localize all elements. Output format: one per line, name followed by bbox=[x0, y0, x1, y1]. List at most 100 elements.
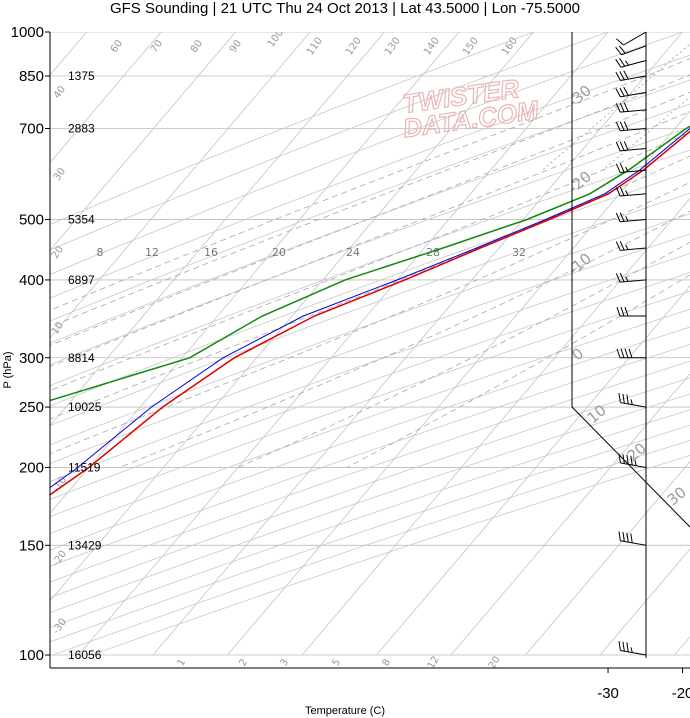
isotherm-line bbox=[599, 548, 690, 656]
isotherm-line bbox=[78, 32, 609, 656]
isotherm-left-label: -20 bbox=[51, 549, 69, 569]
dry-adiabat-line bbox=[50, 103, 690, 344]
wind-barb-flag bbox=[630, 533, 633, 543]
isotherm-left-label: 40 bbox=[52, 84, 68, 101]
wind-barb-flag bbox=[623, 121, 629, 131]
dry-adiabat-line bbox=[50, 213, 690, 446]
moist-adiabat-line bbox=[50, 74, 690, 328]
mixing-ratio-label: 32 bbox=[512, 246, 526, 259]
height-label: 6897 bbox=[68, 273, 95, 287]
isotherm-line bbox=[376, 285, 690, 656]
y-tick-label: 150 bbox=[19, 537, 44, 554]
wind-barb bbox=[615, 163, 647, 173]
wind-barb bbox=[618, 393, 647, 408]
y-tick-label: 100 bbox=[19, 647, 44, 664]
wind-barb bbox=[615, 241, 647, 251]
parcel-trace bbox=[50, 127, 690, 489]
height-label: 11519 bbox=[68, 460, 101, 474]
wind-barb-flag bbox=[619, 45, 626, 54]
dry-adiabat-line bbox=[50, 32, 535, 225]
y-tick-label: 400 bbox=[19, 272, 44, 289]
wind-barb-half-flag bbox=[634, 460, 637, 466]
wind-barb-staff bbox=[620, 649, 647, 656]
isotherm-right-label: -20 bbox=[565, 167, 595, 197]
wind-barb-flag bbox=[626, 394, 629, 405]
moist-adiabat-line bbox=[50, 58, 690, 311]
wind-barb-flag bbox=[622, 532, 625, 542]
dewpoint-trace bbox=[50, 125, 690, 402]
dry-adiabat-line bbox=[50, 377, 690, 598]
chart-right-boundary bbox=[571, 32, 690, 528]
temperature-trace bbox=[50, 130, 690, 496]
wind-barb-flag bbox=[616, 348, 621, 358]
dry-adiabat-label: 110 bbox=[305, 36, 325, 58]
dry-adiabat-line bbox=[50, 290, 690, 518]
wind-barb bbox=[615, 212, 647, 223]
isotherm-line bbox=[50, 32, 88, 76]
wind-barb bbox=[618, 531, 647, 546]
wind-barb-flag bbox=[619, 241, 625, 251]
wind-barb-flag bbox=[618, 393, 621, 403]
isotherm-line bbox=[450, 373, 690, 656]
wind-barb bbox=[615, 141, 647, 152]
wind-barb-half-flag bbox=[625, 244, 629, 250]
mixing-ratio-line bbox=[542, 43, 690, 171]
y-tick-label: 200 bbox=[19, 459, 44, 476]
wind-barb-flag bbox=[616, 38, 624, 46]
wind-barb bbox=[615, 121, 647, 132]
wind-barb-staff bbox=[620, 109, 647, 113]
mixing-ratio-bottom-label: 2 bbox=[237, 657, 250, 668]
wind-barb bbox=[618, 453, 647, 468]
dry-adiabat-line bbox=[50, 79, 690, 322]
height-label: 2883 bbox=[68, 122, 95, 136]
dry-adiabat-line bbox=[50, 171, 690, 407]
chart-title: GFS Sounding | 21 UTC Thu 24 Oct 2013 | … bbox=[110, 0, 580, 17]
wind-barb-flag bbox=[615, 212, 621, 223]
mixing-ratio-label: 28 bbox=[426, 246, 440, 259]
dry-adiabat-label: 60 bbox=[109, 38, 125, 55]
wind-barb-flag bbox=[628, 348, 633, 358]
wind-barb-flag bbox=[619, 186, 625, 196]
wind-barb-flag bbox=[615, 163, 621, 173]
dry-adiabat-label: 100 bbox=[266, 28, 286, 50]
isotherm-left-label: 20 bbox=[50, 244, 66, 261]
dry-adiabat-line bbox=[50, 308, 690, 535]
isotherm-line bbox=[0, 19, 23, 655]
wind-barb-flag bbox=[615, 59, 622, 68]
moist-adiabat-line bbox=[50, 132, 690, 392]
wind-barb-flag bbox=[618, 453, 621, 464]
wind-barb bbox=[616, 306, 646, 317]
wind-barb-flag bbox=[619, 141, 625, 151]
wind-barb-flag bbox=[615, 71, 621, 81]
wind-barb-flag bbox=[618, 531, 621, 541]
dry-adiabat-line bbox=[50, 32, 684, 275]
dry-adiabat-line bbox=[50, 233, 690, 464]
dry-adiabat-line bbox=[50, 326, 690, 551]
wind-barb-flag bbox=[619, 212, 625, 222]
y-axis-label: P (hPa) bbox=[2, 351, 14, 388]
wind-barb-flag bbox=[618, 641, 621, 651]
mixing-ratio-bottom-label: 8 bbox=[380, 657, 393, 668]
wind-barb-staff bbox=[620, 60, 647, 68]
isotherm-line bbox=[50, 32, 162, 164]
isotherm-line bbox=[50, 32, 386, 427]
dry-adiabat-label: 140 bbox=[422, 36, 442, 58]
moist-adiabat-line bbox=[237, 241, 690, 468]
dry-adiabat-line bbox=[50, 149, 690, 387]
sounding-traces bbox=[50, 125, 690, 496]
wind-barb-staff bbox=[621, 45, 647, 56]
moist-adiabat-line bbox=[50, 91, 690, 346]
height-label: 16056 bbox=[68, 648, 102, 662]
isotherm-left-label: 10 bbox=[50, 320, 66, 337]
y-tick-label: 850 bbox=[19, 68, 44, 85]
moist-adiabat-line bbox=[50, 155, 690, 420]
wind-barb-flag bbox=[622, 454, 625, 464]
wind-barb-flag bbox=[623, 70, 629, 80]
mixing-ratio-bottom-label: 20 bbox=[487, 654, 503, 671]
wind-barb-flag bbox=[620, 306, 625, 317]
isotherm-right-label: -30 bbox=[565, 81, 595, 111]
wind-barb-half-flag bbox=[630, 647, 633, 653]
x-axis-label: Temperature (C) bbox=[305, 705, 385, 717]
dry-adiabat-line bbox=[50, 393, 690, 614]
wind-barb bbox=[615, 58, 647, 68]
